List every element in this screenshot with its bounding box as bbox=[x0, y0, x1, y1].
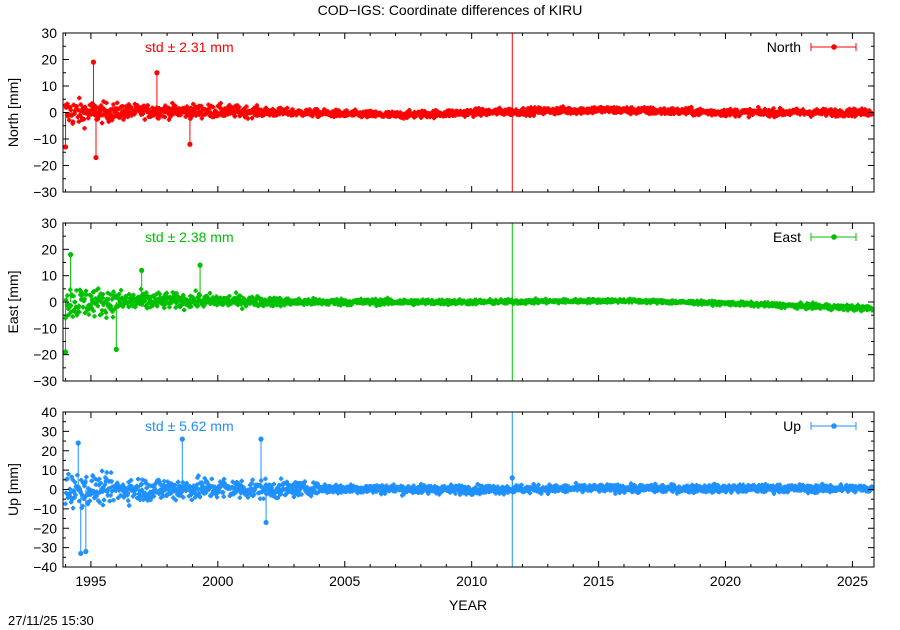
north-data-series bbox=[63, 33, 874, 192]
x-tick-label: 2025 bbox=[837, 573, 868, 589]
north-outlier-point bbox=[93, 154, 99, 161]
y-tick-label: 30 bbox=[41, 215, 57, 231]
up-outlier-point bbox=[263, 519, 269, 526]
y-tick-label: 40 bbox=[41, 404, 57, 420]
up-outlier-point bbox=[258, 436, 264, 442]
y-tick-label: 20 bbox=[41, 443, 57, 459]
east-outlier-point bbox=[139, 267, 145, 273]
east-std-label: std ± 2.38 mm bbox=[145, 229, 234, 245]
east-data-points bbox=[63, 286, 874, 321]
y-tick-label: 10 bbox=[41, 78, 57, 94]
up-y-axis-label: Up [mm] bbox=[5, 463, 21, 516]
north-data-points bbox=[63, 95, 874, 131]
north-outlier-point bbox=[154, 70, 160, 76]
y-tick-label: 0 bbox=[49, 105, 57, 121]
north-outlier-point bbox=[187, 141, 193, 147]
y-tick-label: −20 bbox=[33, 347, 57, 363]
y-tick-label: −30 bbox=[33, 540, 57, 556]
north-y-axis-label: North [mm] bbox=[5, 78, 21, 147]
y-tick-label: 20 bbox=[41, 241, 57, 257]
north-legend: North bbox=[767, 39, 857, 55]
legend-marker bbox=[831, 234, 837, 240]
y-tick-label: 30 bbox=[41, 423, 57, 439]
legend-marker bbox=[831, 44, 837, 50]
y-tick-label: 20 bbox=[41, 52, 57, 68]
north-panel: −30 −20 −10 0 10 20 30 North [mm] std ± 2.31 mm N… bbox=[5, 25, 875, 200]
y-tick-label: −30 bbox=[33, 184, 57, 200]
up-std-label: std ± 5.62 mm bbox=[145, 418, 234, 434]
north-outlier-point bbox=[63, 144, 69, 150]
x-tick-label: 2000 bbox=[202, 573, 233, 589]
x-tick-label: 2015 bbox=[583, 573, 614, 589]
y-tick-label: 0 bbox=[49, 482, 57, 498]
up-outlier-point bbox=[75, 440, 81, 446]
y-tick-label: 10 bbox=[41, 462, 57, 478]
east-data-series bbox=[63, 223, 874, 381]
up-legend: Up bbox=[783, 418, 857, 434]
east-legend: East bbox=[773, 229, 857, 245]
chart-title: COD−IGS: Coordinate differences of KIRU bbox=[317, 2, 583, 18]
y-tick-label: −10 bbox=[33, 501, 57, 517]
y-tick-label: −20 bbox=[33, 158, 57, 174]
legend-label: East bbox=[773, 229, 801, 245]
y-tick-label: −10 bbox=[33, 131, 57, 147]
north-outlier-point bbox=[90, 59, 97, 65]
up-outlier-point bbox=[78, 550, 84, 557]
legend-label: North bbox=[767, 39, 801, 55]
up-outlier-point bbox=[179, 436, 185, 442]
x-axis-label: YEAR bbox=[449, 597, 487, 613]
legend-label: Up bbox=[783, 418, 801, 434]
legend-marker bbox=[831, 423, 837, 429]
up-outlier-point bbox=[83, 548, 89, 555]
x-tick-label: 2020 bbox=[710, 573, 741, 589]
east-outlier-point bbox=[197, 262, 203, 268]
north-std-label: std ± 2.31 mm bbox=[145, 39, 234, 55]
y-tick-label: −10 bbox=[33, 320, 57, 336]
x-tick-label: 1995 bbox=[75, 573, 106, 589]
y-tick-label: 10 bbox=[41, 268, 57, 284]
y-tick-label: 0 bbox=[49, 294, 57, 310]
east-outlier-point bbox=[68, 252, 74, 258]
east-y-axis-label: East [mm] bbox=[5, 270, 21, 333]
x-tick-label: 2010 bbox=[456, 573, 487, 589]
up-data-series bbox=[63, 412, 874, 567]
y-tick-label: −30 bbox=[33, 373, 57, 389]
y-tick-label: −20 bbox=[33, 520, 57, 536]
y-tick-label: 30 bbox=[41, 25, 57, 41]
east-outlier-point bbox=[63, 349, 69, 355]
timestamp: 27/11/25 15:30 bbox=[8, 613, 94, 628]
up-data-points bbox=[63, 468, 874, 511]
up-panel: −40 −30 −20 −10 0 10 20 30 40 1995 2000 2005 2010 201… bbox=[5, 404, 875, 589]
east-panel: −30 −20 −10 0 10 20 30 East [mm] std ± 2.38 mm Ea… bbox=[5, 215, 875, 389]
x-tick-label: 2005 bbox=[329, 573, 360, 589]
y-tick-label: −40 bbox=[33, 559, 57, 575]
east-outlier-point bbox=[113, 346, 119, 352]
